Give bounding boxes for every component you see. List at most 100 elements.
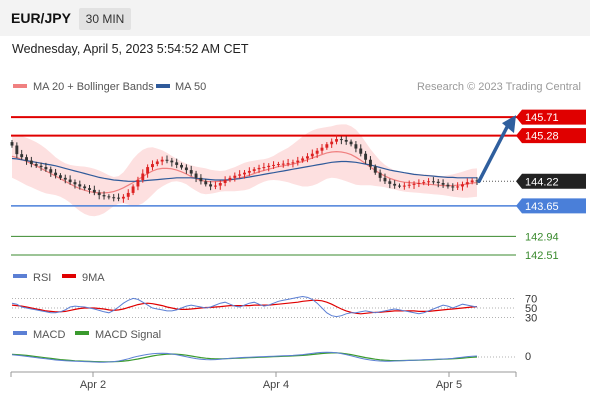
candle-body-4: [29, 160, 33, 165]
candle-body-46: [233, 175, 237, 178]
candle-body-28: [146, 167, 150, 174]
timeframe-label: 30 MIN: [86, 12, 125, 26]
candle-body-64: [320, 147, 324, 151]
macd-legend-label: MACD: [33, 329, 65, 341]
candle-body-27: [141, 173, 145, 180]
candle-body-0: [10, 142, 14, 146]
candle-body-84: [417, 183, 421, 185]
candle-body-24: [126, 192, 130, 197]
candle-body-10: [58, 175, 62, 178]
macd-legend-swatch: [13, 331, 27, 335]
candle-body-90: [446, 184, 450, 187]
candle-body-7: [44, 167, 48, 170]
candlesticks: [10, 134, 479, 203]
candle-body-25: [131, 186, 135, 193]
candle-body-79: [393, 183, 397, 186]
candle-body-95: [470, 180, 474, 183]
candle-body-43: [218, 183, 222, 186]
candle-body-96: [475, 180, 479, 182]
level-label-3: 143.65: [525, 201, 559, 213]
projection-arrow: [477, 115, 516, 184]
rsi-ma-legend-swatch: [62, 274, 76, 278]
candle-body-52: [262, 167, 266, 169]
ma50-legend-swatch: [156, 84, 170, 88]
candle-body-47: [238, 174, 242, 176]
candle-body-76: [378, 172, 382, 178]
candle-body-74: [368, 159, 372, 167]
candle-body-33: [170, 160, 174, 163]
candle-body-17: [92, 189, 96, 193]
level-labels: 145.71 145.28 144.22 143.65 142.94 142.51: [516, 109, 586, 262]
candle-body-14: [78, 184, 82, 187]
candle-body-37: [189, 170, 193, 174]
macd-signal-legend-label: MACD Signal: [95, 329, 161, 341]
candle-body-12: [68, 179, 72, 183]
candle-body-58: [291, 162, 295, 164]
candle-body-88: [436, 181, 440, 184]
candle-body-32: [165, 159, 169, 161]
ma20-legend-label: MA 20 + Bollinger Bands: [33, 81, 154, 93]
candle-body-65: [325, 144, 329, 148]
candle-body-40: [204, 181, 208, 185]
candle-body-83: [412, 183, 416, 185]
projection-arrow-shaft: [477, 125, 509, 184]
candle-body-16: [88, 188, 91, 190]
rsi-level-label-2: 30: [525, 313, 537, 325]
candle-body-59: [296, 160, 300, 163]
candle-body-82: [407, 184, 411, 186]
projection-arrow-head: [502, 115, 516, 134]
candle-body-6: [39, 165, 43, 168]
candle-body-73: [364, 153, 368, 160]
candle-body-3: [25, 157, 28, 161]
macd-level-label-0: 0: [525, 351, 531, 363]
candle-body-62: [310, 153, 314, 157]
candle-body-56: [281, 163, 285, 165]
rsi-line: [11, 295, 478, 318]
candle-body-29: [151, 164, 154, 168]
candle-body-75: [373, 166, 377, 173]
macd-line: [11, 351, 478, 363]
candle-body-30: [155, 161, 159, 165]
candle-body-15: [83, 186, 87, 189]
candle-body-5: [34, 164, 38, 166]
candle-body-60: [301, 158, 305, 161]
ma50-legend-label: MA 50: [175, 81, 206, 93]
candle-body-42: [213, 185, 217, 187]
level-tag-0: [516, 109, 586, 125]
datetime-label: Wednesday, April 5, 2023 5:54:52 AM CET: [12, 42, 249, 56]
candle-body-55: [276, 164, 280, 166]
credit-label: Research © 2023 Trading Central: [417, 81, 581, 93]
candle-body-86: [427, 181, 431, 183]
candle-body-9: [54, 172, 58, 176]
ma20-legend-swatch: [13, 84, 27, 88]
candle-body-81: [402, 185, 406, 187]
x-tick-label-2: Apr 5: [436, 379, 462, 391]
rsi-level-label-0: 70: [525, 293, 537, 305]
candle-body-53: [267, 165, 271, 168]
candle-body-67: [335, 139, 338, 142]
rsi-level-label-1: 50: [525, 303, 537, 315]
candle-body-18: [97, 192, 101, 196]
candle-body-34: [175, 162, 179, 165]
candle-body-38: [194, 173, 198, 178]
candle-body-21: [112, 197, 116, 199]
candle-body-8: [49, 169, 53, 173]
candle-body-63: [315, 150, 319, 154]
candle-body-54: [272, 164, 276, 166]
level-tag-1: [516, 128, 586, 144]
level-label-1: 145.28: [525, 131, 559, 143]
price-levels: [11, 116, 586, 256]
candle-body-71: [354, 144, 358, 149]
candle-body-49: [247, 170, 251, 173]
candle-body-11: [63, 177, 67, 180]
macd-panel: 0: [11, 351, 531, 363]
rsi-legend-swatch: [13, 274, 27, 278]
candle-body-89: [441, 183, 445, 185]
x-tick-label-0: Apr 2: [80, 379, 106, 391]
candle-body-93: [461, 184, 464, 187]
candle-body-36: [184, 167, 188, 171]
candle-body-92: [456, 186, 460, 188]
candle-body-23: [121, 196, 125, 199]
